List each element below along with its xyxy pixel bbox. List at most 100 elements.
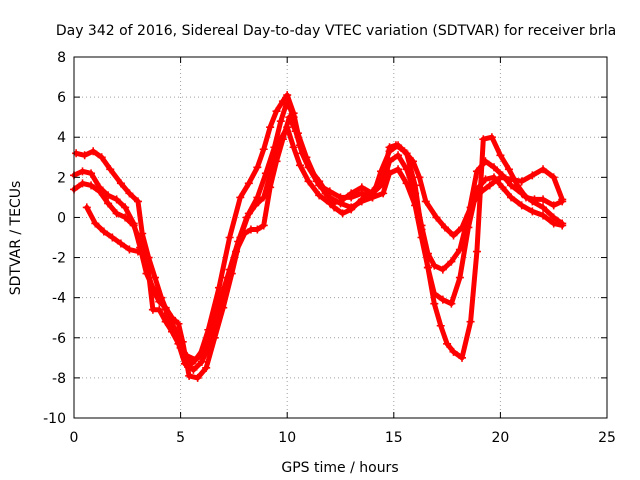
data-point-marker bbox=[108, 233, 117, 242]
data-point-marker bbox=[104, 191, 113, 200]
data-point-marker bbox=[104, 199, 113, 208]
data-point-marker bbox=[236, 193, 245, 202]
data-point-marker bbox=[458, 353, 467, 362]
data-point-marker bbox=[142, 251, 151, 260]
data-point-marker bbox=[479, 135, 488, 144]
data-point-marker bbox=[91, 219, 100, 228]
data-point-marker bbox=[232, 247, 241, 256]
data-point-marker bbox=[504, 165, 513, 174]
data-point-marker bbox=[259, 221, 268, 230]
data-point-marker bbox=[214, 311, 223, 320]
data-point-marker bbox=[206, 337, 215, 346]
data-point-marker bbox=[259, 145, 268, 154]
data-point-marker bbox=[289, 143, 298, 152]
data-point-marker bbox=[78, 167, 87, 176]
y-tick-label: 4 bbox=[57, 130, 66, 146]
data-point-marker bbox=[304, 177, 313, 186]
data-point-marker bbox=[278, 135, 287, 144]
data-point-marker bbox=[285, 113, 294, 122]
data-point-marker bbox=[528, 171, 537, 180]
data-point-marker bbox=[266, 123, 275, 132]
series-day-4 bbox=[82, 113, 567, 374]
y-tick-label: 2 bbox=[57, 170, 66, 186]
data-point-marker bbox=[490, 163, 499, 172]
data-point-marker bbox=[151, 273, 160, 282]
data-point-marker bbox=[417, 225, 426, 234]
data-point-marker bbox=[549, 201, 558, 210]
data-point-marker bbox=[464, 211, 473, 220]
data-point-marker bbox=[440, 223, 449, 232]
data-point-marker bbox=[432, 213, 441, 222]
data-point-marker bbox=[125, 245, 134, 254]
data-point-marker bbox=[283, 97, 292, 106]
data-point-marker bbox=[191, 355, 200, 364]
x-tick-label: 25 bbox=[598, 430, 616, 446]
data-point-marker bbox=[155, 293, 164, 302]
data-point-marker bbox=[357, 189, 366, 198]
data-point-marker bbox=[517, 201, 526, 210]
data-point-marker bbox=[112, 195, 121, 204]
data-point-marker bbox=[402, 149, 411, 158]
data-point-marker bbox=[466, 317, 475, 326]
data-point-marker bbox=[449, 347, 458, 356]
data-point-marker bbox=[539, 203, 548, 212]
plot-frame bbox=[73, 56, 608, 419]
data-point-marker bbox=[106, 165, 115, 174]
data-point-marker bbox=[558, 197, 567, 206]
x-tick-label: 0 bbox=[70, 430, 79, 446]
data-point-marker bbox=[133, 197, 142, 206]
data-point-marker bbox=[291, 127, 300, 136]
data-point-marker bbox=[485, 181, 494, 190]
data-point-marker bbox=[223, 273, 232, 282]
data-point-marker bbox=[498, 171, 507, 180]
data-point-marker bbox=[197, 357, 206, 366]
data-point-marker bbox=[295, 161, 304, 170]
y-axis-label: SDTVAR / TECUs bbox=[8, 181, 24, 296]
data-point-marker bbox=[347, 203, 356, 212]
data-point-marker bbox=[99, 227, 108, 236]
data-point-marker bbox=[116, 179, 125, 188]
data-point-marker bbox=[513, 181, 522, 190]
data-point-marker bbox=[379, 189, 388, 198]
data-point-marker bbox=[95, 183, 104, 192]
data-point-marker bbox=[438, 265, 447, 274]
data-point-marker bbox=[315, 191, 324, 200]
data-point-marker bbox=[368, 193, 377, 202]
y-tick-label: 6 bbox=[57, 90, 66, 106]
y-tick-label: 8 bbox=[57, 50, 66, 66]
data-point-marker bbox=[168, 327, 177, 336]
y-tick-label: -6 bbox=[52, 331, 66, 347]
data-point-marker bbox=[394, 165, 403, 174]
data-point-marker bbox=[174, 319, 183, 328]
x-axis-label: GPS time / hours bbox=[281, 460, 398, 476]
data-point-marker bbox=[521, 193, 530, 202]
x-tick-label: 5 bbox=[176, 430, 185, 446]
data-point-marker bbox=[272, 107, 281, 116]
chart-title: Day 342 of 2016, Sidereal Day-to-day VTE… bbox=[56, 23, 616, 39]
data-point-marker bbox=[517, 177, 526, 186]
data-point-marker bbox=[549, 173, 558, 182]
series-layer bbox=[70, 91, 567, 382]
y-tick-label: -4 bbox=[52, 291, 66, 307]
data-point-marker bbox=[549, 213, 558, 222]
data-point-marker bbox=[539, 195, 548, 204]
data-point-marker bbox=[528, 207, 537, 216]
data-point-marker bbox=[161, 317, 170, 326]
data-point-marker bbox=[129, 219, 138, 228]
y-tick-label: 0 bbox=[57, 210, 66, 226]
data-point-marker bbox=[242, 213, 251, 222]
data-point-marker bbox=[336, 193, 345, 202]
data-point-marker bbox=[80, 151, 89, 160]
data-point-marker bbox=[251, 201, 260, 210]
data-point-marker bbox=[430, 299, 439, 308]
data-point-marker bbox=[377, 167, 386, 176]
data-point-marker bbox=[325, 199, 334, 208]
data-point-marker bbox=[558, 219, 567, 228]
data-point-marker bbox=[116, 239, 125, 248]
data-point-marker bbox=[121, 203, 130, 212]
data-point-marker bbox=[507, 193, 516, 202]
data-point-marker bbox=[189, 365, 198, 374]
data-point-marker bbox=[438, 295, 447, 304]
